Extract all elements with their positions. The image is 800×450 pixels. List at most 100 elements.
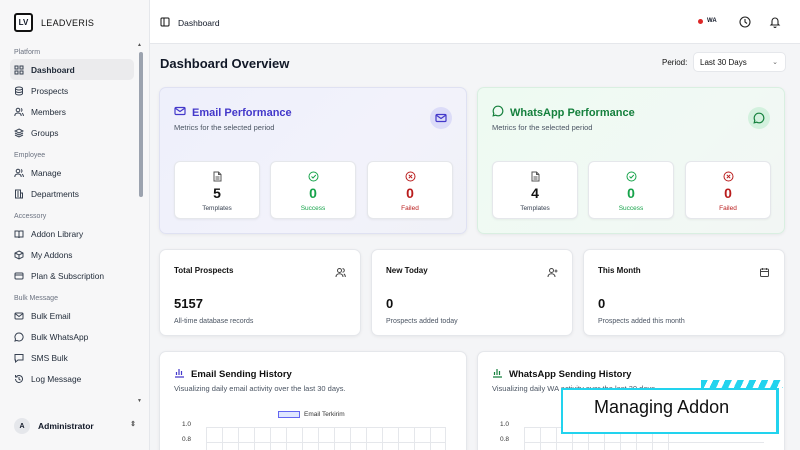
stat-label: Success	[618, 205, 644, 212]
this-month-card: This Month 0 Prospects added this month	[583, 249, 785, 336]
y-tick-label: 0.8	[500, 436, 510, 443]
sidebar: LV LEADVERIS Platform Dashboard Prospect…	[0, 0, 150, 450]
check-circle-icon	[308, 169, 319, 182]
sidebar-item-log-message[interactable]: Log Message	[10, 368, 134, 389]
wa-failed-stat: 0 Failed	[685, 161, 771, 219]
page-title: Dashboard Overview	[160, 56, 290, 71]
sidebar-scrollbar[interactable]	[139, 52, 143, 197]
stat-value: 0	[309, 185, 317, 201]
stat-value: 0	[724, 185, 732, 201]
sidebar-item-bulk-whatsapp[interactable]: Bulk WhatsApp	[10, 326, 134, 347]
stat-label: Templates	[520, 205, 550, 212]
email-performance-title-text: Email Performance	[192, 106, 292, 119]
email-performance-title: Email Performance	[174, 105, 292, 120]
sidebar-item-label: Bulk Email	[31, 310, 71, 321]
email-success-stat: 0 Success	[270, 161, 356, 219]
users-icon	[14, 107, 24, 117]
user-menu[interactable]: A Administrator ⇕	[10, 414, 140, 438]
summary-title: New Today	[386, 266, 428, 275]
period-label: Period:	[662, 58, 688, 67]
bell-icon[interactable]	[769, 15, 783, 29]
chart-legend[interactable]: Email Terkirim	[278, 411, 345, 418]
file-text-icon	[530, 169, 541, 182]
sidebar-item-label: Bulk WhatsApp	[31, 331, 89, 342]
whatsapp-performance-subtitle: Metrics for the selected period	[492, 123, 593, 132]
sidebar-item-label: Members	[31, 106, 66, 117]
sidebar-item-plan-subscription[interactable]: Plan & Subscription	[10, 265, 134, 286]
brand-name: LEADVERIS	[41, 17, 95, 28]
sidebar-item-label: SMS Bulk	[31, 352, 68, 363]
email-history-subtitle: Visualizing daily email activity over th…	[174, 384, 346, 393]
stat-value: 5	[213, 185, 221, 201]
message-square-icon	[14, 353, 24, 363]
sidebar-item-departments[interactable]: Departments	[10, 183, 134, 204]
y-tick-label: 0.8	[182, 436, 192, 443]
email-performance-subtitle: Metrics for the selected period	[174, 123, 275, 132]
sidebar-item-label: Addon Library	[31, 228, 84, 239]
wa-templates-stat: 4 Templates	[492, 161, 578, 219]
avatar: A	[14, 418, 30, 434]
user-name: Administrator	[38, 421, 94, 431]
sidebar-item-label: Log Message	[31, 373, 82, 384]
legend-label: Email Terkirim	[304, 411, 345, 418]
scroll-down-arrow-icon[interactable]: ▼	[137, 398, 142, 404]
wa-history-title-text: WhatsApp Sending History	[509, 368, 632, 380]
sidebar-item-sms-bulk[interactable]: SMS Bulk	[10, 347, 134, 368]
email-history-title: Email Sending History	[174, 367, 292, 381]
sidebar-item-addon-library[interactable]: Addon Library	[10, 223, 134, 244]
message-circle-badge-icon	[748, 107, 770, 129]
breadcrumb-current: Dashboard	[178, 18, 220, 28]
clock-icon[interactable]	[739, 15, 753, 29]
summary-subtitle: Prospects added this month	[598, 318, 685, 325]
breadcrumb: Dashboard	[160, 17, 220, 29]
sidebar-item-label: Groups	[31, 127, 59, 138]
layers-icon	[14, 127, 24, 138]
sidebar-item-groups[interactable]: Groups	[10, 122, 134, 143]
wa-status-badge[interactable]: WA	[698, 18, 717, 24]
users-icon	[335, 265, 346, 278]
history-icon	[14, 374, 24, 384]
whatsapp-performance-title-text: WhatsApp Performance	[510, 106, 635, 119]
sidebar-item-members[interactable]: Members	[10, 101, 134, 122]
wa-badge-label: WA	[707, 18, 717, 24]
nav-section-bulk-message: Bulk Message	[14, 295, 58, 302]
summary-value: 0	[598, 296, 606, 311]
sidebar-item-manage[interactable]: Manage	[10, 162, 134, 183]
overlay-box	[561, 388, 779, 434]
package-icon	[14, 249, 24, 260]
overlay-caption-text: Managing Addon	[594, 397, 730, 417]
sidebar-toggle-icon[interactable]	[160, 17, 170, 29]
summary-title: This Month	[598, 266, 641, 275]
email-history-card: Email Sending History Visualizing daily …	[159, 351, 467, 450]
check-circle-icon	[626, 169, 637, 182]
nav-section-platform: Platform	[14, 49, 41, 56]
summary-value: 5157	[174, 296, 203, 311]
sidebar-nav: Platform Dashboard Prospects Members Gro…	[10, 46, 134, 389]
sidebar-item-label: Prospects	[31, 85, 69, 96]
scroll-up-arrow-icon[interactable]: ▲	[137, 42, 142, 48]
sidebar-item-prospects[interactable]: Prospects	[10, 80, 134, 101]
period-select[interactable]: Last 30 Days ⌄	[693, 52, 786, 72]
message-circle-icon	[14, 331, 24, 342]
message-circle-icon	[492, 105, 504, 120]
sidebar-item-dashboard[interactable]: Dashboard	[10, 59, 134, 80]
summary-title: Total Prospects	[174, 266, 234, 275]
x-circle-icon	[405, 169, 416, 182]
caption-overlay: Managing Addon	[561, 380, 783, 434]
nav-section-employee: Employee	[14, 152, 46, 159]
brand[interactable]: LV LEADVERIS	[14, 13, 94, 32]
sidebar-item-label: Departments	[31, 188, 79, 199]
user-plus-icon	[547, 265, 558, 278]
email-templates-stat: 5 Templates	[174, 161, 260, 219]
legend-swatch	[278, 411, 300, 418]
stat-label: Failed	[719, 205, 737, 212]
bar-chart-icon	[174, 367, 185, 381]
stat-label: Templates	[202, 205, 232, 212]
sidebar-item-my-addons[interactable]: My Addons	[10, 244, 134, 265]
topbar: Dashboard WA	[150, 0, 800, 44]
calendar-icon	[759, 265, 770, 277]
status-dot	[698, 18, 703, 24]
y-tick-label: 1.0	[182, 421, 192, 428]
stat-label: Success	[300, 205, 326, 212]
sidebar-item-bulk-email[interactable]: Bulk Email	[10, 305, 134, 326]
